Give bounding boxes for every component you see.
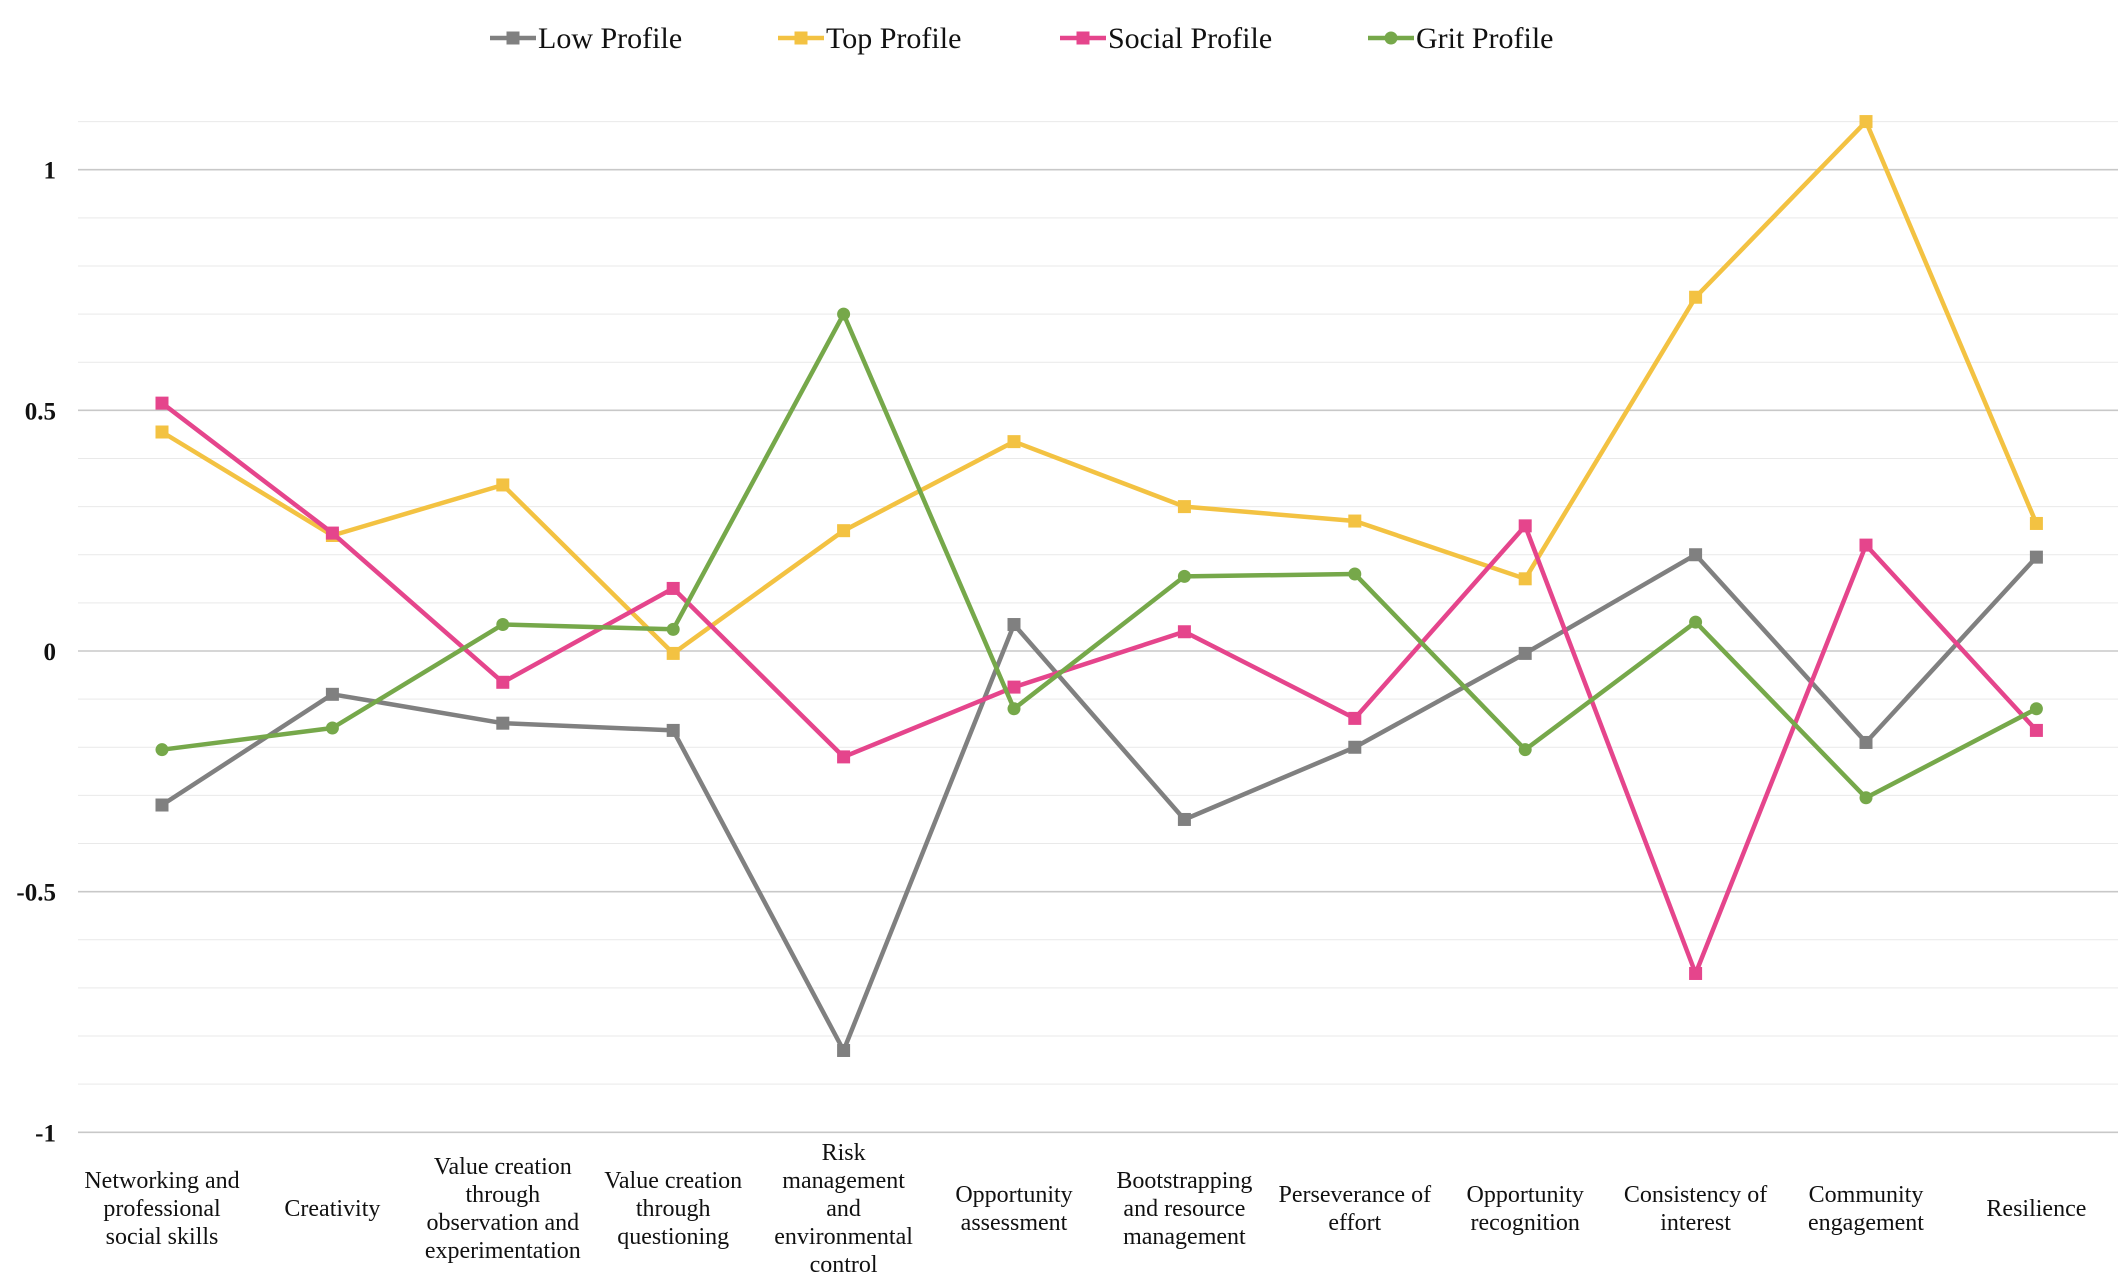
data-point <box>2029 723 2043 737</box>
legend-item-social-profile: Social Profile <box>1060 22 1272 55</box>
data-point <box>1859 538 1873 552</box>
data-point <box>1518 519 1532 533</box>
series-line-social-profile <box>159 400 2039 976</box>
series-line-top-profile <box>159 119 2039 656</box>
data-point <box>1348 567 1362 581</box>
legend-label: Social Profile <box>1108 22 1272 55</box>
series-grit-profile <box>155 307 2043 805</box>
y-tick-label: 0 <box>44 639 57 666</box>
data-point <box>837 524 851 538</box>
x-category-label: Opportunity assessment <box>955 1182 1072 1236</box>
data-point <box>1859 115 1873 129</box>
data-point <box>1177 625 1191 639</box>
legend-marker <box>506 31 520 45</box>
data-point <box>1348 711 1362 725</box>
series-layer <box>155 115 2043 1057</box>
x-category-label: Networking and professional social skills <box>84 1168 239 1250</box>
data-point <box>1689 290 1703 304</box>
x-category-label: Bootstrapping and resource management <box>1116 1168 1252 1250</box>
legend-label: Grit Profile <box>1416 22 1553 55</box>
x-category-label: Value creation through questioning <box>604 1168 742 1250</box>
data-point <box>1518 572 1532 586</box>
y-axis-ticks: 1 0.5 0 -0.5 -1 <box>16 158 56 1148</box>
data-point <box>2029 702 2043 716</box>
x-axis-category-labels: Networking and professional social skills C… <box>84 1140 2086 1278</box>
legend-marker <box>1076 31 1090 45</box>
data-point <box>1518 646 1532 660</box>
x-category-label: Opportunity recognition <box>1467 1182 1584 1236</box>
data-point <box>1177 500 1191 514</box>
x-category-label: Creativity <box>284 1196 380 1222</box>
x-category-label: Risk management and environmental control <box>774 1140 913 1278</box>
series-low-profile <box>155 548 2043 1057</box>
data-point <box>496 478 510 492</box>
legend-item-low-profile: Low Profile <box>490 22 682 55</box>
data-point <box>155 798 169 812</box>
data-point <box>155 396 169 410</box>
data-point <box>1859 735 1873 749</box>
data-point <box>1007 680 1021 694</box>
data-point <box>837 307 851 321</box>
x-category-label: Community engagement <box>1808 1182 1924 1236</box>
data-point <box>496 675 510 689</box>
data-point <box>496 716 510 730</box>
legend: Low Profile Top Profile Social Profile Grit… <box>490 22 1553 55</box>
data-point <box>1689 615 1703 629</box>
data-point <box>155 425 169 439</box>
x-category-label: Perseverance of effort <box>1279 1182 1432 1236</box>
data-point <box>837 750 851 764</box>
legend-label: Low Profile <box>538 22 682 55</box>
data-point <box>666 723 680 737</box>
legend-marker <box>794 31 808 45</box>
grid-layer <box>78 121 2118 1134</box>
data-point <box>1859 791 1873 805</box>
data-point <box>2029 516 2043 530</box>
series-top-profile <box>155 115 2043 660</box>
data-point <box>325 687 339 701</box>
series-social-profile <box>155 396 2043 980</box>
legend-label: Top Profile <box>826 22 961 55</box>
legend-marker <box>1384 31 1398 45</box>
data-point <box>1007 618 1021 632</box>
data-point <box>1689 548 1703 562</box>
data-point <box>155 743 169 757</box>
y-tick-label: 0.5 <box>25 398 56 425</box>
data-point <box>666 646 680 660</box>
data-point <box>1518 743 1532 757</box>
legend-item-top-profile: Top Profile <box>778 22 961 55</box>
y-tick-label: 1 <box>44 158 57 185</box>
data-point <box>666 581 680 595</box>
data-point <box>666 622 680 636</box>
data-point <box>837 1043 851 1057</box>
legend-item-grit-profile: Grit Profile <box>1368 22 1553 55</box>
x-category-label: Value creation through observation and expe… <box>425 1154 581 1264</box>
data-point <box>1689 966 1703 980</box>
data-point <box>1348 740 1362 754</box>
x-category-label: Consistency of interest <box>1624 1182 1767 1236</box>
y-tick-label: -1 <box>35 1120 56 1147</box>
data-point <box>325 526 339 540</box>
data-point <box>1177 812 1191 826</box>
data-point <box>1007 435 1021 449</box>
data-point <box>325 721 339 735</box>
y-tick-label: -0.5 <box>16 880 56 907</box>
data-point <box>1007 702 1021 716</box>
x-category-label: Resilience <box>1986 1196 2086 1222</box>
data-point <box>2029 550 2043 564</box>
data-point <box>1177 569 1191 583</box>
data-point <box>496 618 510 632</box>
series-line-low-profile <box>159 552 2039 1053</box>
data-point <box>1348 514 1362 528</box>
series-line-grit-profile <box>159 311 2039 801</box>
